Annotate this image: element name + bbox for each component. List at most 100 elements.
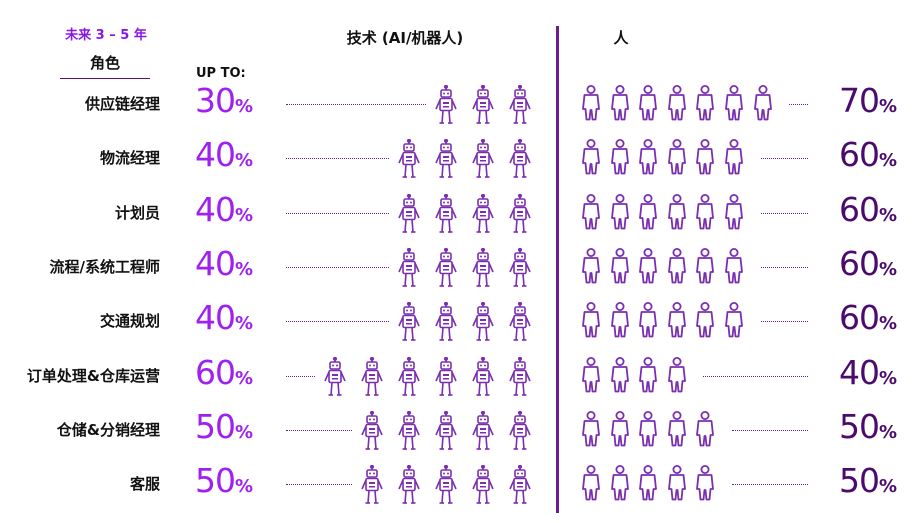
table-row: 仓储&分销经理 50% 50% <box>0 407 924 463</box>
technology-percent: 50% <box>195 461 253 500</box>
robot-icon <box>434 138 458 183</box>
percent-sign: % <box>235 313 253 334</box>
person-icon <box>638 302 658 342</box>
people-percent-value: 60 <box>838 190 880 229</box>
technology-percent-value: 60 <box>195 353 236 392</box>
person-icon <box>581 85 601 125</box>
robot-icon <box>434 301 458 346</box>
robot-icon <box>508 301 532 346</box>
person-icon <box>638 139 658 179</box>
table-row: 供应链经理 30% 70% <box>0 81 924 137</box>
person-icon <box>667 302 687 342</box>
robot-icon <box>434 84 458 129</box>
robot-icon <box>508 193 532 238</box>
robot-icon <box>434 464 458 509</box>
table-row: 订单处理&仓库运营 60% 40% <box>0 353 924 409</box>
robot-icon <box>434 247 458 292</box>
person-icon <box>581 411 601 451</box>
person-icon <box>695 139 715 179</box>
table-row: 计划员 40% 60% <box>0 190 924 246</box>
percent-sign: % <box>878 313 897 334</box>
technology-leader-dots <box>286 158 389 159</box>
technology-percent-value: 40 <box>195 244 236 283</box>
technology-column-header: 技术 (AI/机器人) <box>346 29 464 47</box>
robot-icon <box>471 301 495 346</box>
robot-icon <box>471 464 495 509</box>
person-icon <box>581 248 601 288</box>
robot-icon <box>471 193 495 238</box>
person-icon <box>581 357 601 397</box>
person-icon <box>667 411 687 451</box>
robot-icon <box>397 356 421 401</box>
person-icon <box>667 357 687 397</box>
people-percent: 60% <box>838 190 897 229</box>
role-label: 供应链经理 <box>84 95 160 113</box>
technology-percent: 40% <box>195 190 253 229</box>
role-label: 仓储&分销经理 <box>56 421 160 439</box>
percent-sign: % <box>235 476 253 497</box>
percent-sign: % <box>878 476 897 497</box>
people-percent: 60% <box>838 298 897 337</box>
percent-sign: % <box>878 368 897 389</box>
role-label: 交通规划 <box>99 312 160 330</box>
person-icon <box>610 411 630 451</box>
role-label: 物流经理 <box>99 149 160 167</box>
technology-percent-value: 40 <box>195 135 236 174</box>
person-icon <box>695 411 715 451</box>
role-label: 订单处理&仓库运营 <box>26 367 160 385</box>
percent-sign: % <box>235 422 253 443</box>
role-label: 流程/系统工程师 <box>49 258 160 276</box>
robot-icon <box>434 356 458 401</box>
table-row: 物流经理 40% 60% <box>0 135 924 191</box>
people-column-header: 人 <box>613 29 629 47</box>
robot-icon <box>471 356 495 401</box>
person-icon <box>695 248 715 288</box>
person-icon <box>667 248 687 288</box>
person-icon <box>610 357 630 397</box>
up-to-label: UP TO: <box>196 66 246 81</box>
table-row: 客服 50% 50% <box>0 461 924 517</box>
person-icon <box>638 357 658 397</box>
technology-percent: 30% <box>195 81 253 120</box>
person-icon <box>695 302 715 342</box>
person-icon <box>724 248 744 288</box>
people-leader-dots <box>703 376 808 377</box>
robot-icon <box>471 247 495 292</box>
robot-icon <box>471 410 495 455</box>
people-percent-value: 40 <box>838 353 880 392</box>
robot-icon <box>323 356 347 401</box>
people-percent-value: 60 <box>838 298 880 337</box>
robot-icon <box>397 247 421 292</box>
people-leader-dots <box>761 321 809 322</box>
percent-sign: % <box>235 150 253 171</box>
robot-icon <box>397 301 421 346</box>
person-icon <box>695 85 715 125</box>
robot-icon <box>471 138 495 183</box>
robot-icon <box>434 410 458 455</box>
role-label: 计划员 <box>114 204 160 222</box>
person-icon <box>610 139 630 179</box>
people-leader-dots <box>761 213 809 214</box>
people-percent-value: 50 <box>838 461 880 500</box>
percent-sign: % <box>235 259 253 280</box>
person-icon <box>695 465 715 505</box>
robot-icon <box>397 193 421 238</box>
robot-icon <box>508 247 532 292</box>
person-icon <box>695 194 715 234</box>
role-header-underline <box>60 78 150 79</box>
percent-sign: % <box>878 150 897 171</box>
technology-leader-dots <box>286 430 352 431</box>
robot-icon <box>360 410 384 455</box>
person-icon <box>724 85 744 125</box>
people-percent-value: 50 <box>838 407 880 446</box>
person-icon <box>667 194 687 234</box>
people-percent-value: 60 <box>838 135 880 174</box>
percent-sign: % <box>235 368 253 389</box>
column-divider <box>556 26 559 513</box>
people-leader-dots <box>761 267 809 268</box>
people-percent: 50% <box>838 407 897 446</box>
technology-percent-value: 30 <box>195 81 236 120</box>
people-leader-dots <box>732 484 808 485</box>
people-percent-value: 60 <box>838 244 880 283</box>
robot-icon <box>397 410 421 455</box>
